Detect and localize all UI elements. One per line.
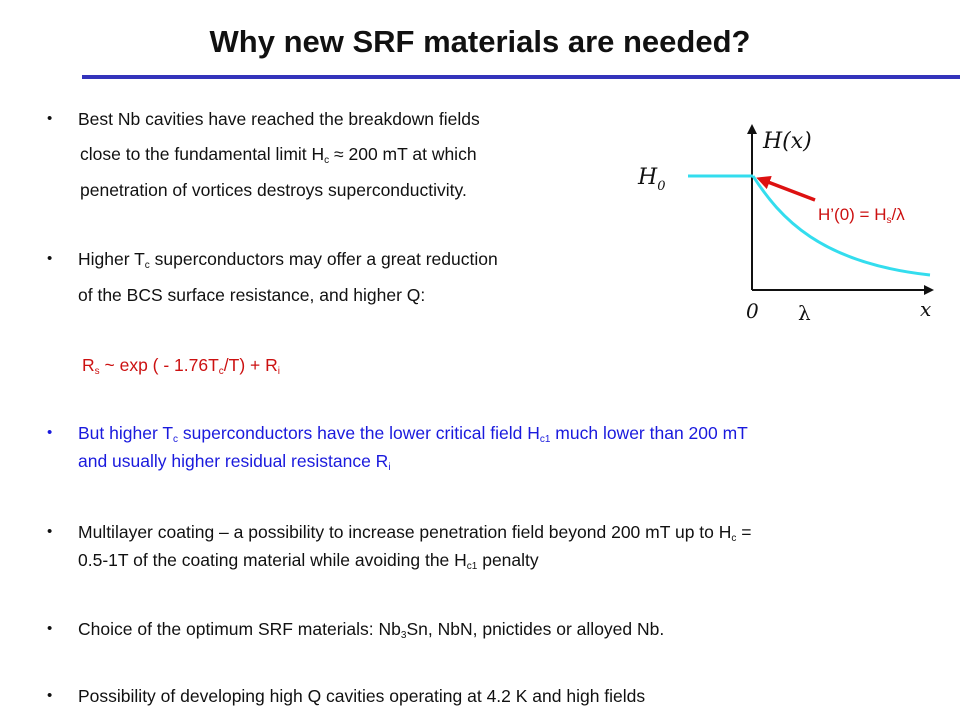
bullet-marker-1: • xyxy=(47,110,53,127)
origin-label: 0 xyxy=(746,299,759,323)
bullet-6-text: Possibility of developing high Q cavitie… xyxy=(78,686,646,706)
lambda-label: λ xyxy=(798,301,811,325)
h0-label: H0 xyxy=(637,165,665,194)
bullet-5-text: Choice of the optimum SRF materials: Nb3… xyxy=(78,619,665,641)
bullet-2-line-1: Higher Tc superconductors may offer a gr… xyxy=(78,249,498,271)
bullet-marker-5: • xyxy=(47,620,53,637)
decay-curve xyxy=(751,175,931,277)
bullet-4-line-1: Multilayer coating – a possibility to in… xyxy=(78,522,752,544)
bullet-3-line-2: and usually higher residual resistance R… xyxy=(78,451,391,473)
bcs-resistance-formula: Rs ~ exp ( - 1.76Tc/T) + Ri xyxy=(82,355,280,377)
x-axis-label: x xyxy=(920,297,931,321)
field-decay-figure: H(x) H0 0 x λ H’(0) = Hs/λ xyxy=(637,124,934,325)
title-underline xyxy=(82,75,960,79)
slope-arrow xyxy=(756,176,816,202)
bullet-1-line-3: penetration of vortices destroys superco… xyxy=(80,180,467,200)
bullet-marker-4: • xyxy=(47,523,53,540)
bullet-2-line-2: of the BCS surface resistance, and highe… xyxy=(78,285,426,305)
y-axis-label: H(x) xyxy=(762,129,812,154)
bullet-marker-6: • xyxy=(47,687,53,704)
bullet-4-line-2: 0.5-1T of the coating material while avo… xyxy=(78,550,539,572)
slope-annotation: H’(0) = Hs/λ xyxy=(818,205,905,226)
bullet-1-line-1: Best Nb cavities have reached the breakd… xyxy=(78,109,480,129)
bullet-1-line-2: close to the fundamental limit Hc ≈ 200 … xyxy=(80,144,477,166)
slide-title: Why new SRF materials are needed? xyxy=(209,24,751,59)
bullet-3-line-1: But higher Tc superconductors have the l… xyxy=(78,423,748,445)
bullet-marker-2: • xyxy=(47,250,53,267)
bullet-marker-3: • xyxy=(47,424,53,441)
